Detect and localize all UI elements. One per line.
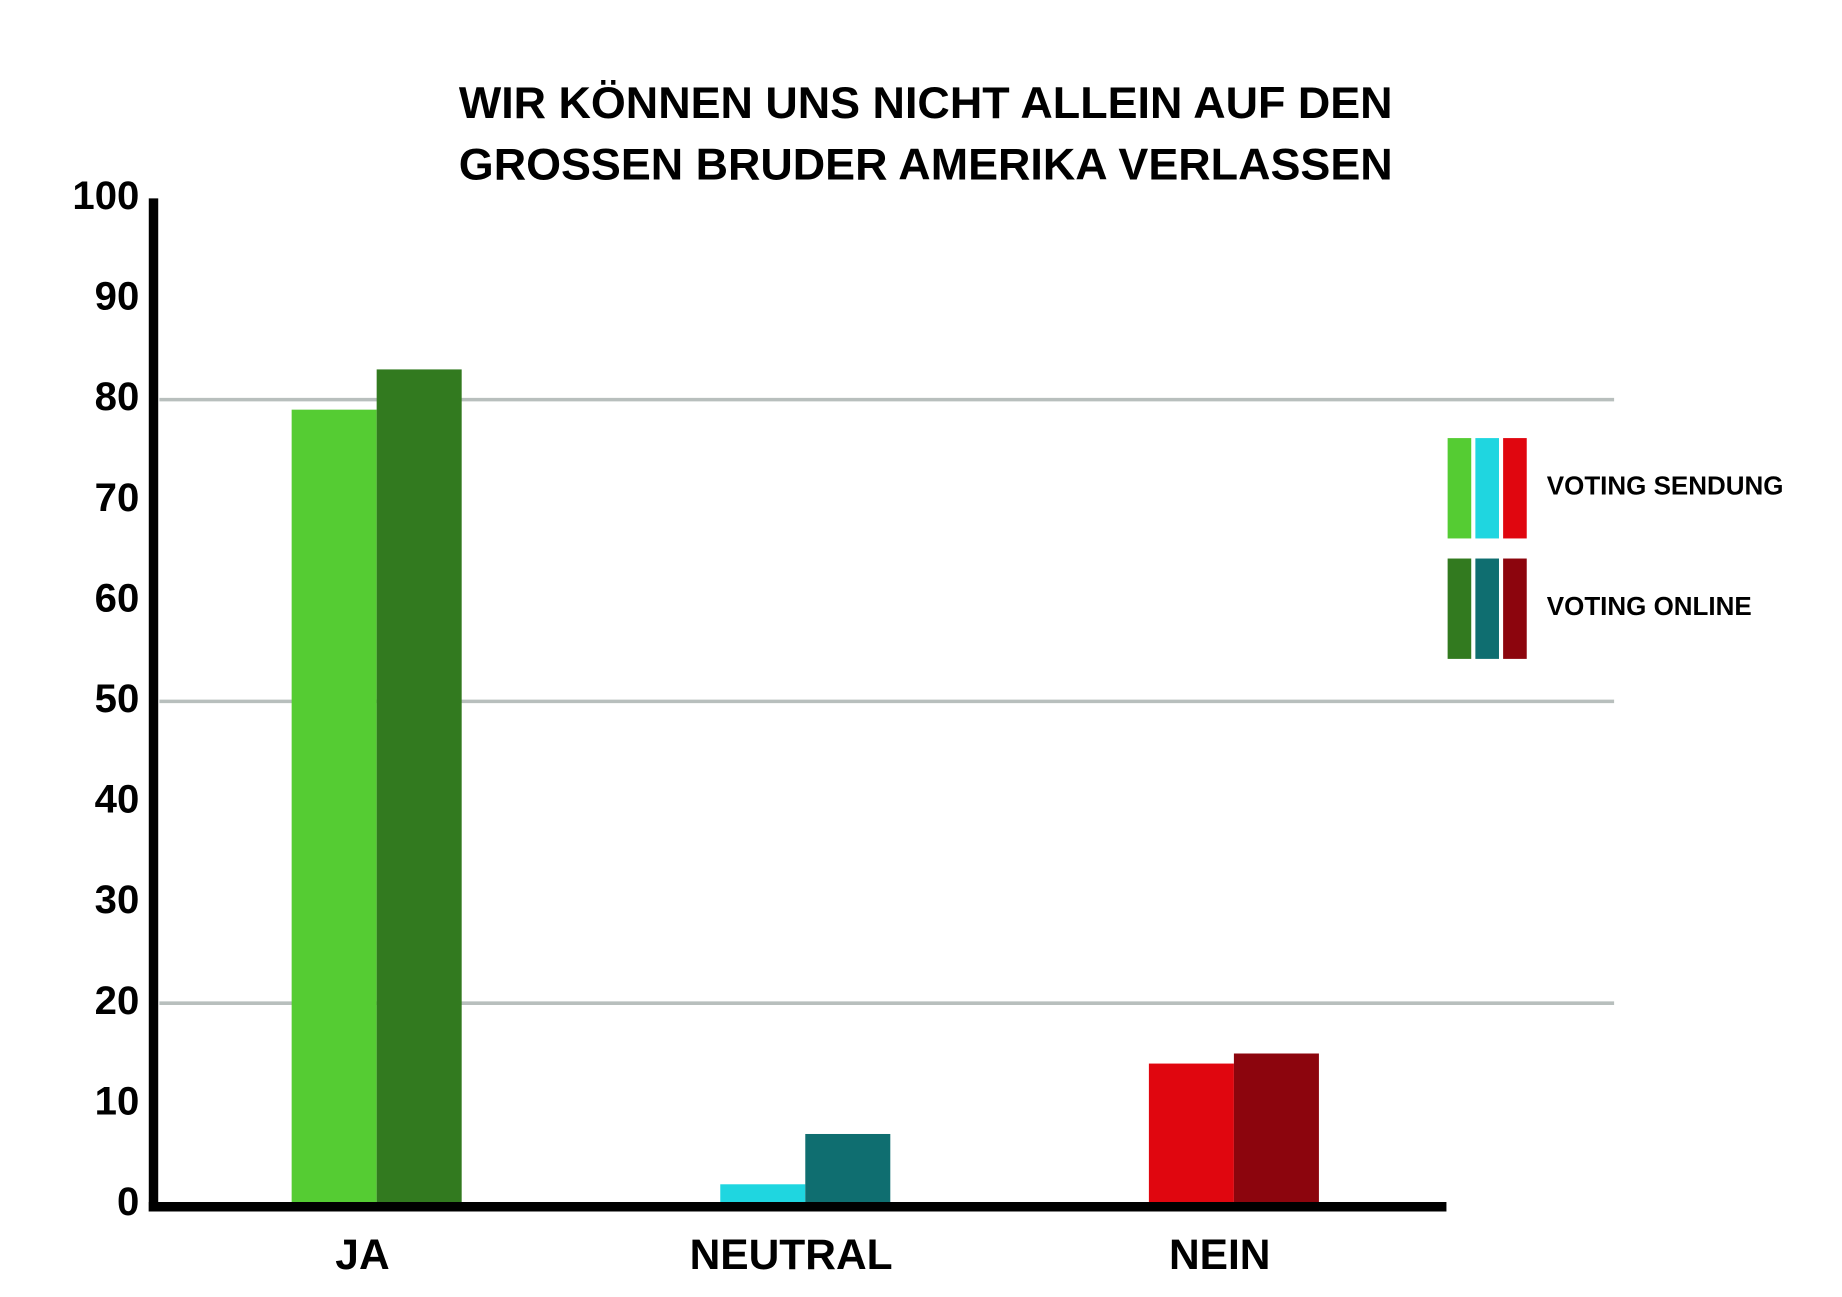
legend-swatch <box>1447 558 1472 659</box>
y-tick-label: 10 <box>95 1078 140 1123</box>
legend-swatch <box>1447 438 1472 539</box>
y-tick-label: 100 <box>72 173 139 218</box>
bar <box>720 1184 806 1205</box>
x-tick-label: JA <box>335 1232 389 1279</box>
y-tick-label: 20 <box>95 978 140 1023</box>
y-tick-label: 80 <box>95 374 140 419</box>
y-tick-label: 70 <box>95 475 140 520</box>
bar <box>376 369 462 1205</box>
y-tick-label: 60 <box>95 575 140 620</box>
y-tick-label: 0 <box>117 1179 139 1224</box>
y-tick-label: 40 <box>95 777 140 822</box>
y-tick-label: 30 <box>95 877 140 922</box>
legend-swatch <box>1503 438 1527 539</box>
bar <box>291 409 377 1205</box>
chart-title: GROSSEN BRUDER AMERIKA VERLASSEN <box>459 139 1393 190</box>
legend-swatch <box>1503 558 1527 659</box>
x-tick-label: NEUTRAL <box>690 1232 893 1279</box>
y-tick-label: 50 <box>95 676 140 721</box>
bar <box>805 1133 891 1205</box>
chart-title: WIR KÖNNEN UNS NICHT ALLEIN AUF DEN <box>459 77 1393 128</box>
bar <box>1233 1053 1319 1205</box>
y-tick-label: 90 <box>95 274 140 319</box>
legend-swatch <box>1475 438 1499 539</box>
x-tick-label: NEIN <box>1169 1232 1271 1279</box>
bar <box>1148 1063 1234 1205</box>
legend-label: VOTING ONLINE <box>1547 591 1752 621</box>
legend-label: VOTING SENDUNG <box>1547 471 1784 501</box>
legend-swatch <box>1475 558 1499 659</box>
